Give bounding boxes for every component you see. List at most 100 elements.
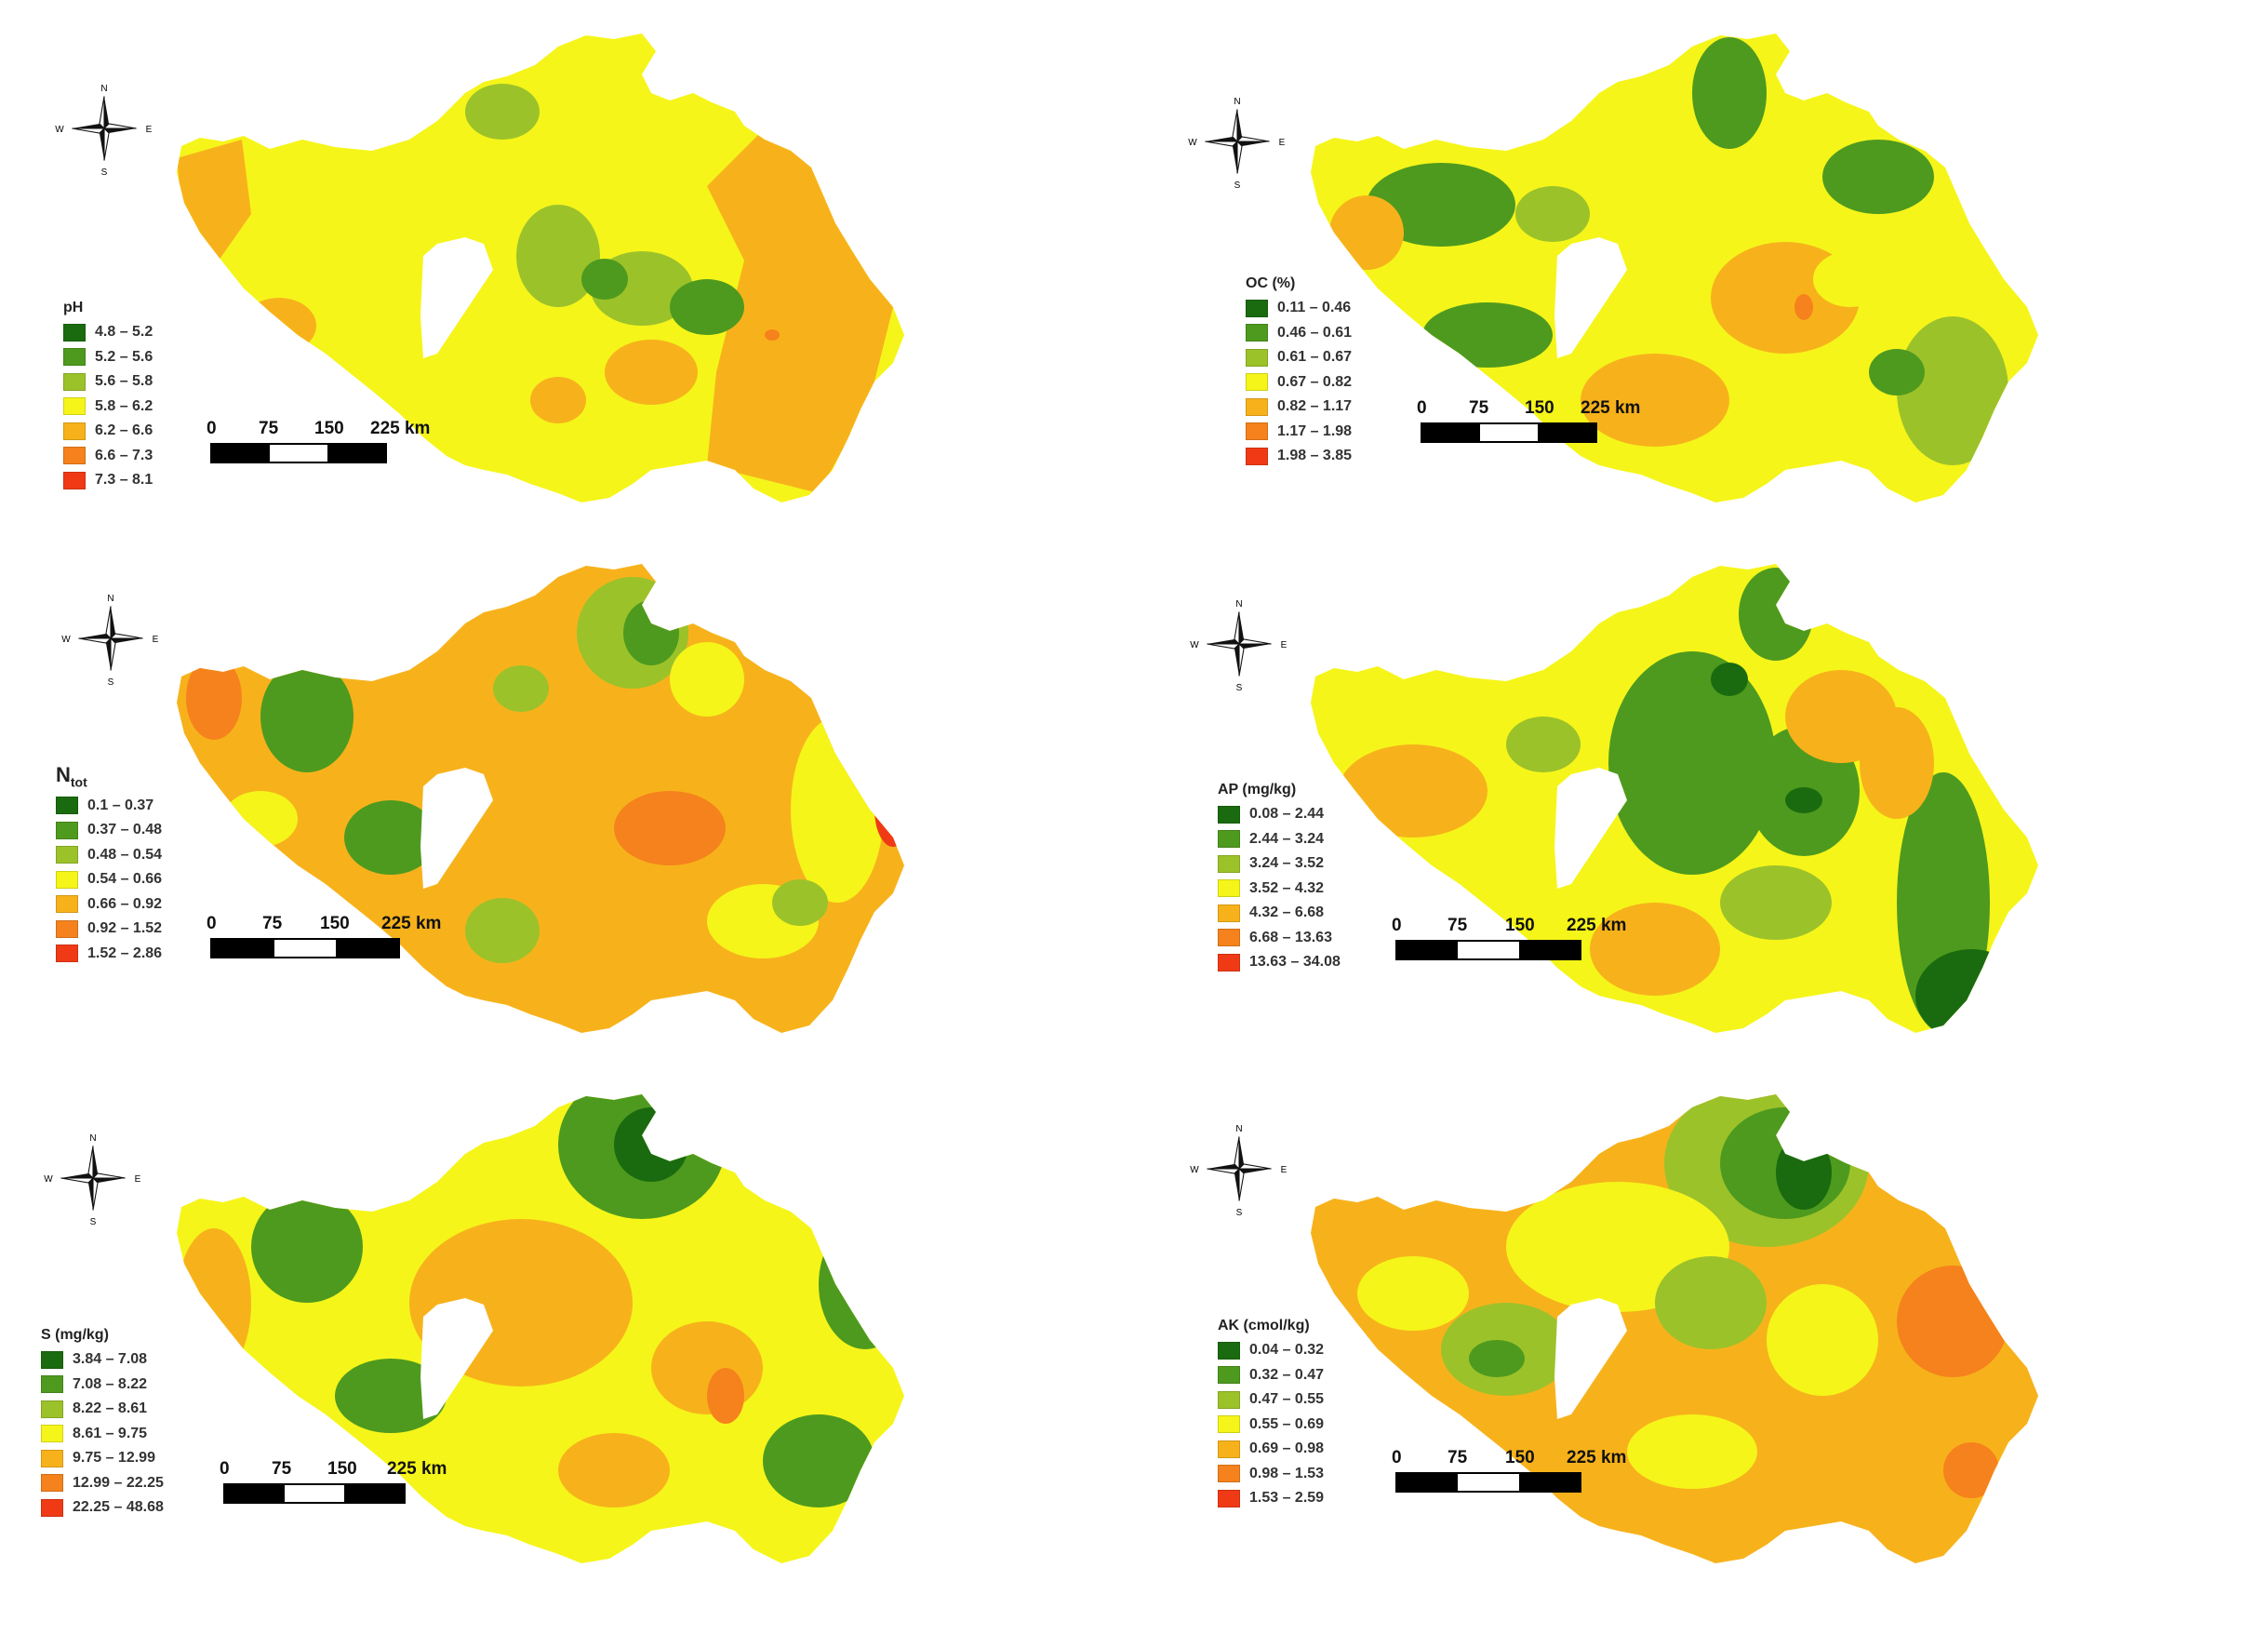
- legend-swatch: [56, 919, 78, 938]
- compass-icon: N S E W: [44, 1133, 140, 1227]
- scale-track: [1421, 422, 1597, 443]
- legend-label: 3.24 – 3.52: [1249, 855, 1325, 872]
- legend-label: 6.68 – 13.63: [1249, 929, 1332, 945]
- legend-item: 6.6 – 7.3: [63, 444, 153, 469]
- legend-ak: AK (cmol/kg) 0.04 – 0.32 0.32 – 0.47 0.4…: [1218, 1318, 1324, 1511]
- compass-n: N: [1235, 599, 1242, 610]
- scale-bar: 0 75 150 225 km: [207, 419, 430, 463]
- legend-label: 1.98 – 3.85: [1277, 448, 1353, 464]
- legend-swatch: [1218, 953, 1240, 971]
- legend-item: 3.52 – 4.32: [1218, 877, 1341, 902]
- legend-label: 5.8 – 6.2: [95, 397, 153, 414]
- legend-item: 0.69 – 0.98: [1218, 1437, 1324, 1462]
- legend-swatch: [1246, 397, 1268, 416]
- scale-label: 150: [327, 1459, 357, 1479]
- legend-swatch: [63, 323, 86, 342]
- scale-bar: 0 75 150 225 km: [207, 914, 441, 958]
- compass-n: N: [1235, 1124, 1242, 1134]
- scale-label: 150: [320, 914, 350, 933]
- legend-item: 13.63 – 34.08: [1218, 950, 1341, 975]
- legend-ap: AP (mg/kg) 0.08 – 2.44 2.44 – 3.24 3.24 …: [1218, 782, 1341, 975]
- scale-label: 75: [1448, 916, 1468, 935]
- legend-swatch: [1246, 373, 1268, 392]
- legend-swatch: [56, 821, 78, 839]
- legend-title-main: N: [56, 763, 71, 786]
- legend-item: 9.75 – 12.99: [41, 1446, 164, 1471]
- legend-label: 7.3 – 8.1: [95, 472, 153, 489]
- legend-title-sub: tot: [70, 774, 87, 790]
- scale-label: 75: [262, 914, 283, 933]
- compass-rose: N S E W: [55, 583, 167, 694]
- legend-swatch: [1246, 348, 1268, 367]
- scale-bar: 0 75 150 225 km: [1392, 1448, 1626, 1493]
- compass-s: S: [1234, 181, 1241, 191]
- scale-track: [1395, 1472, 1581, 1493]
- legend-swatch: [63, 422, 86, 440]
- compass-e: E: [1281, 640, 1287, 650]
- legend-item: 5.8 – 6.2: [63, 395, 153, 420]
- scale-track: [210, 938, 400, 958]
- compass-w: W: [1188, 138, 1197, 148]
- legend-swatch: [56, 895, 78, 914]
- compass-w: W: [61, 635, 71, 645]
- legend-label: 9.75 – 12.99: [73, 1450, 155, 1467]
- legend-item: 0.04 – 0.32: [1218, 1338, 1324, 1363]
- scale-track: [1395, 940, 1581, 960]
- compass-rose: N S E W: [48, 73, 160, 184]
- compass-w: W: [1190, 1165, 1199, 1175]
- scale-label: 150: [1505, 1448, 1535, 1467]
- legend-swatch: [1218, 805, 1240, 824]
- scale-label: 75: [259, 419, 279, 438]
- legend-swatch: [1246, 447, 1268, 465]
- legend-label: 0.32 – 0.47: [1249, 1366, 1325, 1383]
- legend-swatch: [56, 797, 78, 815]
- map-panel-s: N S E W S (mg/kg) 3.84 – 7.08 7.08 – 8.2…: [0, 1061, 1134, 1610]
- legend-label: 0.55 – 0.69: [1249, 1415, 1325, 1432]
- legend-swatch: [1218, 830, 1240, 849]
- compass-icon: N S E W: [1188, 97, 1285, 191]
- legend-label: 6.2 – 6.6: [95, 422, 153, 439]
- compass-e: E: [146, 125, 153, 135]
- legend-item: 8.61 – 9.75: [41, 1422, 164, 1447]
- compass-icon: N S E W: [1190, 1124, 1287, 1218]
- legend-label: 0.47 – 0.55: [1249, 1391, 1325, 1408]
- compass-w: W: [44, 1174, 53, 1185]
- s-map: [177, 1094, 904, 1563]
- scale-bar: 0 75 150 225 km: [1392, 916, 1626, 960]
- scale-label: 0: [1392, 1448, 1402, 1467]
- legend-swatch: [56, 846, 78, 864]
- legend-swatch: [1246, 422, 1268, 441]
- legend-label: 7.08 – 8.22: [73, 1375, 148, 1392]
- legend-label: 1.17 – 1.98: [1277, 422, 1353, 439]
- legend-swatch: [1218, 879, 1240, 898]
- map-panel-ap: N S E W AP (mg/kg) 0.08 – 2.44 2.44 – 3.…: [1134, 530, 2268, 1079]
- legend-label: 4.8 – 5.2: [95, 324, 153, 341]
- legend-item: 7.08 – 8.22: [41, 1373, 164, 1398]
- legend-ntot: Ntot 0.1 – 0.37 0.37 – 0.48 0.48 – 0.54 …: [56, 763, 162, 966]
- legend-item: 1.52 – 2.86: [56, 941, 162, 966]
- legend-swatch: [1218, 1489, 1240, 1507]
- ph-map: [177, 33, 904, 502]
- legend-item: 4.32 – 6.68: [1218, 901, 1341, 926]
- legend-title: S (mg/kg): [41, 1327, 109, 1343]
- legend-swatch: [41, 1350, 63, 1369]
- legend-item: 4.8 – 5.2: [63, 320, 153, 345]
- legend-swatch: [56, 945, 78, 963]
- legend-item: 6.2 – 6.6: [63, 419, 153, 444]
- legend-item: 5.2 – 5.6: [63, 345, 153, 370]
- scale-label: 150: [1525, 398, 1554, 418]
- scale-track: [210, 443, 387, 463]
- compass-icon: N S E W: [61, 594, 158, 688]
- legend-item: 3.84 – 7.08: [41, 1347, 164, 1373]
- legend-swatch: [63, 447, 86, 465]
- scale-bar: 0 75 150 225 km: [220, 1459, 447, 1504]
- scale-label: 225 km: [387, 1459, 447, 1479]
- map-panel-ak: N S E W AK (cmol/kg) 0.04 – 0.32 0.32 – …: [1134, 1061, 2268, 1610]
- map-panel-ph: N S E W pH 4.8 – 5.2 5.2 – 5.6 5.6 – 5.8…: [0, 0, 1134, 549]
- legend-swatch: [41, 1375, 63, 1394]
- legend-item: 22.25 – 48.68: [41, 1495, 164, 1521]
- legend-label: 0.66 – 0.92: [87, 895, 163, 912]
- compass-rose: N S E W: [1181, 86, 1293, 197]
- legend-swatch: [41, 1425, 63, 1443]
- legend-swatch: [1218, 1390, 1240, 1409]
